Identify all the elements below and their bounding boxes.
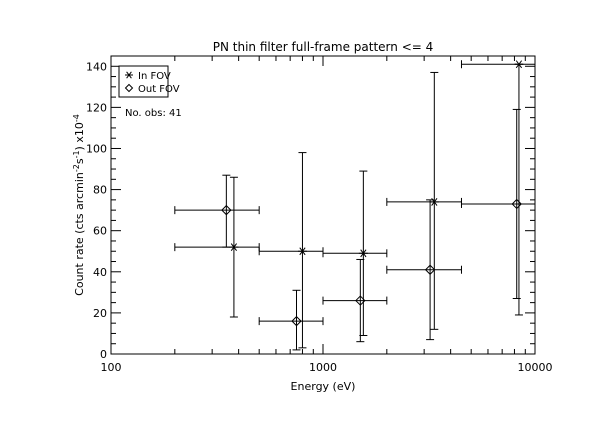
out-fov-point <box>322 258 388 343</box>
in-fov-point <box>386 71 462 330</box>
in-fov-point <box>322 170 388 337</box>
y-axis: 0 20 40 60 80 100 120 140 <box>86 55 535 361</box>
y-axis-title-sup1: -2 <box>72 164 81 172</box>
y-axis-title-sup2: -1 <box>72 150 81 158</box>
legend-marker-diamond-icon <box>124 83 134 93</box>
y-tick-label: 60 <box>93 225 107 238</box>
legend-label-in-fov: In FOV <box>138 71 171 82</box>
in-fov-point <box>174 176 260 318</box>
out-fov-point <box>174 174 260 248</box>
x-axis-title: Energy (eV) <box>291 380 356 393</box>
y-axis-title-part-b: s <box>73 158 86 164</box>
y-tick-label: 100 <box>86 142 107 155</box>
y-tick-label: 140 <box>86 60 107 73</box>
x-tick-label: 100 <box>101 361 122 374</box>
out-fov-point <box>460 108 536 300</box>
y-tick-label: 40 <box>93 266 107 279</box>
y-tick-label: 80 <box>93 184 107 197</box>
chart-title: PN thin filter full-frame pattern <= 4 <box>213 40 434 54</box>
y-axis-title-part-a: Count rate (cts arcmin <box>73 172 86 296</box>
diamond-marker-icon <box>511 198 522 210</box>
asterisk-marker-icon <box>229 243 239 252</box>
series-out-fov <box>174 108 536 351</box>
out-fov-point <box>258 289 324 351</box>
diamond-marker-icon <box>291 315 302 327</box>
legend-box <box>118 65 169 98</box>
asterisk-marker-icon <box>358 249 368 258</box>
out-fov-point <box>386 199 462 341</box>
observation-count: No. obs: 41 <box>125 108 182 119</box>
plot-frame <box>110 55 536 355</box>
y-axis-title: Count rate (cts arcmin-2s-1) x10-4 <box>72 114 86 296</box>
y-axis-title-sup3: -4 <box>72 114 81 122</box>
asterisk-marker-icon <box>514 60 524 69</box>
in-fov-point <box>460 60 536 316</box>
asterisk-marker-icon <box>297 247 307 256</box>
legend-label-out-fov: Out FOV <box>138 84 180 95</box>
x-tick-label: 10000 <box>518 361 553 374</box>
data-series <box>174 60 536 351</box>
y-tick-label: 0 <box>100 348 107 361</box>
in-fov-point <box>258 152 324 349</box>
diamond-marker-icon <box>424 264 436 275</box>
diamond-marker-icon <box>355 295 366 306</box>
x-tick-label: 1000 <box>309 361 337 374</box>
y-tick-label: 120 <box>86 101 107 114</box>
x-axis: 100 1000 10000 <box>101 56 553 374</box>
y-axis-title-part-c: ) x10 <box>73 122 86 150</box>
y-tick-label: 20 <box>93 307 107 320</box>
diamond-marker-icon <box>221 204 232 216</box>
legend-marker-asterisk-icon <box>125 71 133 79</box>
legend: In FOV Out FOV <box>118 65 180 98</box>
